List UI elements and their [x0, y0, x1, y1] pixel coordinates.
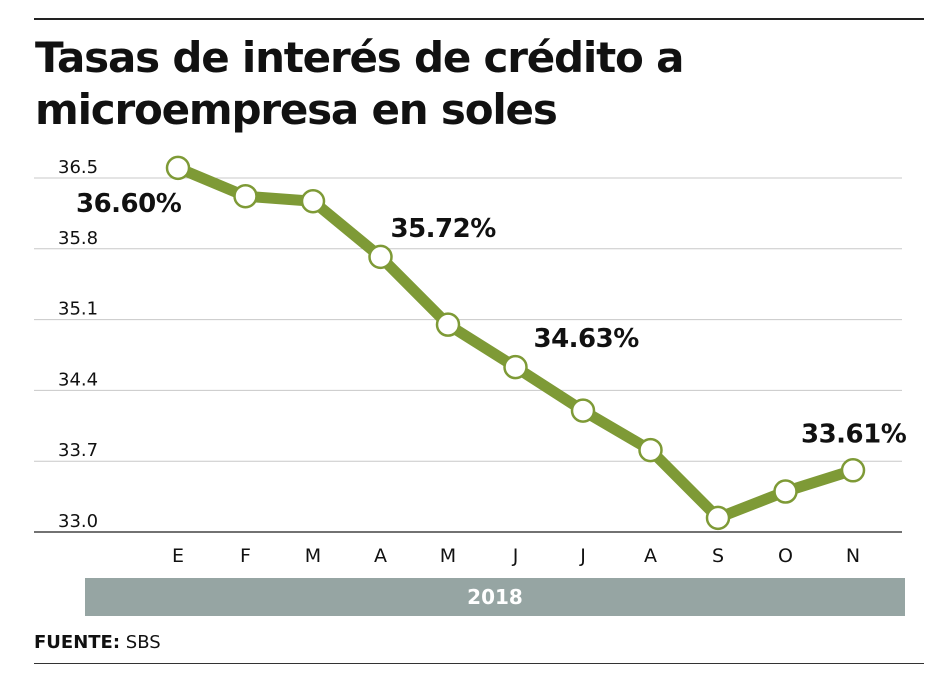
x-tick-label: F: [240, 545, 251, 567]
x-tick-label: M: [440, 545, 456, 567]
x-tick-label: S: [712, 545, 724, 567]
data-point: [233, 183, 258, 209]
x-tick-label: N: [846, 545, 860, 567]
x-tick-label: A: [644, 545, 657, 567]
source-label: FUENTE:: [34, 632, 121, 653]
y-axis-ticks: 36.5 35.8 35.1 34.4 33.7 33.0: [58, 157, 98, 532]
series-line: [172, 162, 859, 524]
data-point: [165, 155, 191, 181]
series-polyline: [172, 162, 859, 524]
year-band: 2018: [85, 578, 905, 616]
data-point: [705, 505, 731, 531]
data-point: [503, 354, 528, 380]
x-tick-label: J: [579, 545, 586, 567]
source-note: FUENTE: SBS: [34, 632, 161, 653]
data-label: 35.72%: [391, 214, 497, 244]
x-tick-label: A: [374, 545, 387, 567]
data-point: [300, 189, 326, 214]
y-tick-label: 35.1: [58, 299, 98, 320]
data-point: [773, 479, 798, 504]
data-label: 36.60%: [76, 189, 182, 219]
bottom-rule: [34, 663, 924, 664]
data-point: [638, 437, 663, 463]
source-value: SBS: [125, 632, 161, 653]
chart-title: Tasas de interés de crédito a microempre…: [35, 33, 684, 134]
x-tick-label: J: [512, 545, 519, 567]
data-labels: 36.60% 35.72% 34.63% 33.61%: [76, 189, 907, 449]
x-tick-label: O: [778, 545, 793, 567]
y-tick-label: 33.7: [58, 440, 98, 461]
data-points: [165, 155, 866, 531]
data-point: [368, 244, 393, 270]
x-tick-label: E: [172, 545, 184, 567]
data-point: [840, 458, 866, 483]
data-label: 34.63%: [534, 324, 640, 354]
y-tick-label: 36.5: [58, 157, 98, 178]
y-tick-label: 35.8: [58, 228, 98, 249]
y-tick-label: 33.0: [58, 511, 98, 532]
data-point: [435, 312, 461, 337]
data-label: 33.61%: [801, 419, 907, 449]
top-rule: [34, 18, 924, 20]
x-tick-label: M: [305, 545, 321, 567]
data-point: [570, 398, 596, 423]
y-tick-label: 34.4: [58, 369, 98, 390]
